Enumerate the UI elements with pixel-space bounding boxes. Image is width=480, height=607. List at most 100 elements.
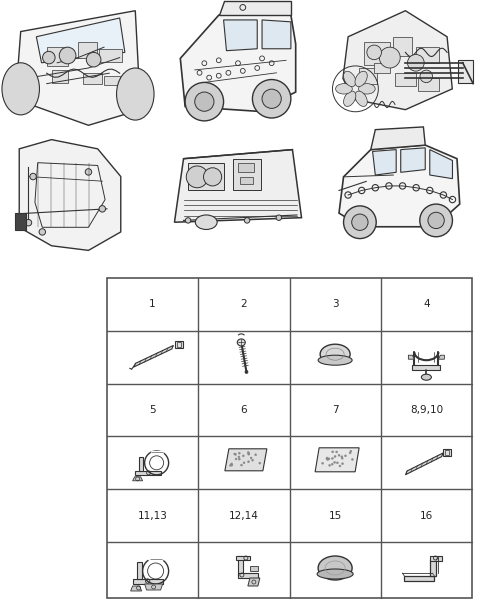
Bar: [14, 214, 26, 230]
Bar: [444, 449, 451, 456]
Bar: [99, 49, 122, 62]
Ellipse shape: [85, 169, 92, 175]
Ellipse shape: [332, 451, 334, 453]
Ellipse shape: [336, 84, 352, 94]
Polygon shape: [401, 148, 425, 172]
Bar: [177, 342, 180, 347]
Ellipse shape: [349, 452, 351, 454]
Text: 4: 4: [423, 299, 430, 310]
Ellipse shape: [341, 457, 343, 459]
Polygon shape: [406, 453, 443, 475]
Polygon shape: [219, 1, 291, 15]
Ellipse shape: [334, 461, 336, 463]
Bar: [188, 163, 224, 191]
Ellipse shape: [359, 84, 375, 94]
Ellipse shape: [345, 455, 347, 457]
Polygon shape: [225, 449, 267, 471]
Bar: [418, 78, 439, 91]
Ellipse shape: [195, 215, 217, 229]
Ellipse shape: [318, 556, 352, 580]
Polygon shape: [404, 576, 434, 581]
Polygon shape: [343, 11, 452, 110]
Polygon shape: [372, 149, 396, 175]
Polygon shape: [180, 15, 296, 111]
Text: 1: 1: [149, 299, 156, 310]
Polygon shape: [430, 149, 453, 178]
Bar: [175, 341, 182, 348]
Ellipse shape: [344, 91, 356, 106]
Text: 8,9,10: 8,9,10: [410, 405, 443, 415]
Ellipse shape: [421, 374, 432, 380]
Text: 3: 3: [332, 299, 338, 310]
Text: 12,14: 12,14: [229, 510, 259, 521]
Text: 15: 15: [328, 510, 342, 521]
Bar: [47, 47, 68, 66]
Ellipse shape: [344, 206, 376, 239]
Bar: [431, 556, 443, 561]
Ellipse shape: [238, 452, 240, 454]
Text: 2: 2: [240, 299, 247, 310]
Ellipse shape: [327, 458, 329, 461]
Ellipse shape: [186, 166, 208, 188]
Ellipse shape: [428, 212, 444, 229]
Bar: [364, 42, 390, 65]
Ellipse shape: [185, 83, 224, 121]
Ellipse shape: [231, 464, 233, 466]
Ellipse shape: [243, 462, 245, 464]
Ellipse shape: [318, 355, 352, 365]
Bar: [107, 278, 472, 598]
Ellipse shape: [259, 462, 261, 464]
Polygon shape: [438, 355, 444, 359]
Polygon shape: [238, 556, 243, 576]
Ellipse shape: [43, 52, 55, 64]
Polygon shape: [224, 20, 257, 51]
Polygon shape: [250, 566, 258, 571]
Ellipse shape: [252, 459, 253, 461]
Ellipse shape: [331, 463, 333, 465]
Ellipse shape: [350, 450, 352, 452]
Polygon shape: [134, 345, 173, 367]
Ellipse shape: [250, 457, 252, 459]
Ellipse shape: [242, 455, 244, 457]
Ellipse shape: [339, 465, 341, 467]
Ellipse shape: [2, 63, 39, 115]
Ellipse shape: [344, 71, 356, 87]
Ellipse shape: [240, 464, 242, 466]
Ellipse shape: [204, 168, 222, 186]
Ellipse shape: [334, 455, 336, 458]
Ellipse shape: [352, 214, 368, 231]
Ellipse shape: [329, 464, 331, 466]
Bar: [374, 63, 390, 73]
Ellipse shape: [208, 218, 214, 223]
Text: 16: 16: [420, 510, 433, 521]
Ellipse shape: [320, 344, 350, 364]
Ellipse shape: [326, 457, 328, 459]
Ellipse shape: [238, 458, 240, 460]
Ellipse shape: [276, 215, 282, 220]
Ellipse shape: [30, 174, 36, 180]
Polygon shape: [408, 355, 414, 359]
Ellipse shape: [328, 458, 330, 459]
Polygon shape: [431, 560, 436, 576]
Ellipse shape: [336, 451, 337, 453]
Polygon shape: [15, 11, 141, 125]
Polygon shape: [137, 562, 142, 579]
Bar: [395, 73, 416, 86]
Bar: [52, 70, 68, 83]
Ellipse shape: [235, 458, 237, 460]
Ellipse shape: [237, 339, 245, 346]
Ellipse shape: [86, 52, 101, 67]
Ellipse shape: [231, 463, 233, 465]
Polygon shape: [131, 586, 142, 591]
Ellipse shape: [336, 462, 338, 464]
Ellipse shape: [367, 45, 382, 59]
Polygon shape: [371, 127, 425, 149]
Ellipse shape: [248, 453, 250, 455]
Polygon shape: [174, 149, 301, 222]
Ellipse shape: [351, 458, 353, 461]
Bar: [104, 76, 120, 84]
Bar: [393, 37, 412, 55]
Ellipse shape: [408, 55, 424, 71]
Bar: [233, 158, 261, 191]
Ellipse shape: [338, 454, 340, 456]
